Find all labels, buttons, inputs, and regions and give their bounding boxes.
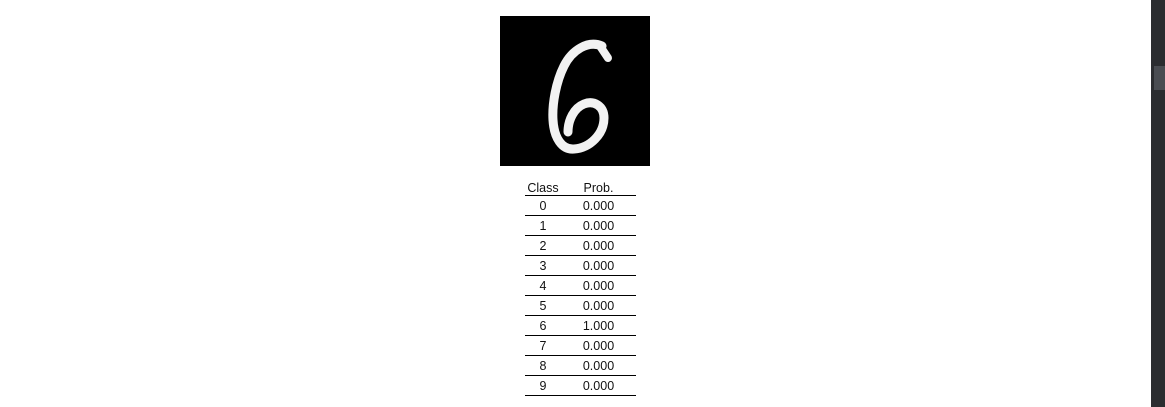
class-cell: 7 — [525, 335, 561, 356]
probability-table: Class Prob. 0 0.000 1 0.000 2 0.000 — [525, 177, 636, 396]
table-row: 4 0.000 — [525, 275, 636, 296]
class-cell: 5 — [525, 295, 561, 316]
scrollbar-thumb[interactable] — [1154, 66, 1165, 90]
table-row: 5 0.000 — [525, 295, 636, 316]
table-row: 0 0.000 — [525, 195, 636, 216]
class-cell: 4 — [525, 275, 561, 296]
class-cell: 2 — [525, 235, 561, 256]
prob-cell: 1.000 — [561, 315, 636, 336]
class-cell: 6 — [525, 315, 561, 336]
prob-cell: 0.000 — [561, 195, 636, 216]
handwritten-six-icon — [500, 16, 650, 166]
prob-cell: 0.000 — [561, 335, 636, 356]
prob-cell: 0.000 — [561, 355, 636, 376]
prob-cell: 0.000 — [561, 215, 636, 236]
class-cell: 3 — [525, 255, 561, 276]
prob-column-header: Prob. — [561, 177, 636, 196]
table-row: 7 0.000 — [525, 335, 636, 356]
table-row: 3 0.000 — [525, 255, 636, 276]
digit-image — [500, 16, 650, 166]
prob-cell: 0.000 — [561, 375, 636, 396]
table-row: 6 1.000 — [525, 315, 636, 336]
table-header-row: Class Prob. — [525, 177, 636, 196]
table-row: 8 0.000 — [525, 355, 636, 376]
prob-cell: 0.000 — [561, 235, 636, 256]
table-row: 9 0.000 — [525, 375, 636, 396]
class-cell: 1 — [525, 215, 561, 236]
prob-cell: 0.000 — [561, 255, 636, 276]
prob-cell: 0.000 — [561, 275, 636, 296]
class-column-header: Class — [525, 177, 561, 196]
class-cell: 8 — [525, 355, 561, 376]
vertical-scrollbar[interactable] — [1151, 0, 1165, 407]
prob-cell: 0.000 — [561, 295, 636, 316]
table-row: 1 0.000 — [525, 215, 636, 236]
class-cell: 9 — [525, 375, 561, 396]
class-cell: 0 — [525, 195, 561, 216]
table-row: 2 0.000 — [525, 235, 636, 256]
